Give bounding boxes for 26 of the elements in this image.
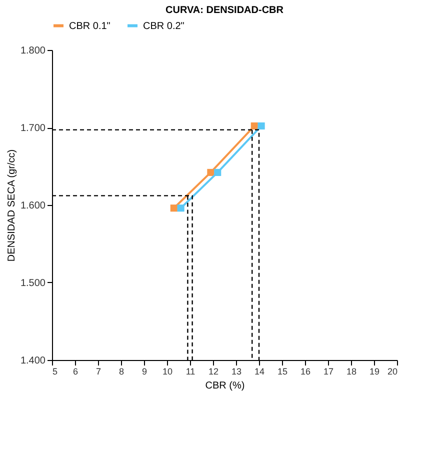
- x-tick-label: 19: [369, 366, 380, 376]
- x-tick-label: 11: [186, 366, 196, 376]
- x-tick-label: 13: [231, 366, 242, 376]
- x-tick-label: 15: [277, 366, 288, 376]
- x-tick-label: 16: [300, 366, 311, 376]
- x-tick-label: 5: [52, 366, 58, 376]
- x-tick-label: 8: [118, 366, 124, 376]
- x-tick-label: 18: [346, 366, 357, 376]
- x-tick-label: 9: [142, 366, 148, 376]
- x-tick-label: 7: [96, 366, 102, 376]
- y-tick-label: 1.700: [20, 123, 46, 134]
- legend-label: CBR 0.1": [69, 20, 111, 32]
- y-tick-label: 1.500: [20, 278, 46, 289]
- y-tick-label: 1.600: [20, 200, 46, 212]
- x-tick-label: 6: [72, 366, 78, 376]
- legend-label: CBR 0.2": [143, 20, 185, 32]
- y-axis-title: DENSIDAD SECA (gr/cc): [6, 149, 18, 262]
- x-tick-label: 14: [254, 366, 265, 376]
- y-tick-label: 1.400: [20, 356, 46, 366]
- x-tick-label: 17: [323, 366, 334, 376]
- y-tick-label: 1.800: [20, 46, 46, 56]
- x-tick-label: 10: [162, 366, 173, 376]
- x-tick-label: 12: [208, 366, 219, 376]
- x-axis-title: CBR (%): [205, 380, 245, 392]
- chart-title: CURVA: DENSIDAD-CBR: [166, 5, 284, 16]
- x-tick-label: 20: [387, 366, 398, 376]
